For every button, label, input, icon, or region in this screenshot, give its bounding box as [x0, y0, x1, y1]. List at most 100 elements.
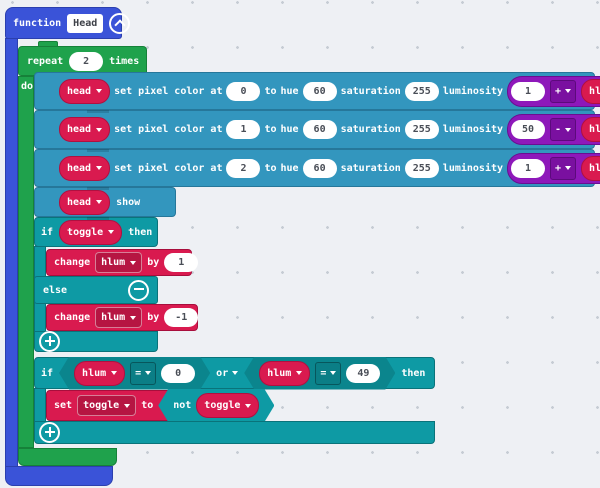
math-operation-block[interactable]: 1 + hlum — [507, 75, 600, 107]
caret-down-icon — [96, 200, 103, 204]
luminosity-label: luminosity — [442, 85, 504, 97]
block-seam-notch — [87, 187, 109, 190]
variable-dropdown-label: hlum — [589, 162, 600, 174]
repeat-block-bottom[interactable] — [18, 448, 117, 466]
variable-dropdown-label: hlum — [101, 312, 126, 323]
change-value-field[interactable]: 1 — [164, 253, 199, 272]
if-bounds-block-bottom[interactable] — [34, 421, 435, 444]
change-value-field[interactable]: -1 — [164, 308, 199, 327]
minus-glyph — [133, 288, 144, 290]
pixel-index-field[interactable]: 0 — [226, 81, 261, 101]
device-dropdown[interactable]: head — [59, 155, 111, 181]
caret-down-icon — [96, 166, 103, 170]
set-pixel-color-block-0[interactable]: head set pixel color at 0 to hue 60 satu… — [34, 72, 600, 110]
operand-left-field[interactable]: 1 — [511, 81, 546, 101]
variable-dropdown[interactable]: hlum — [259, 361, 310, 386]
operator-dropdown[interactable]: - — [550, 118, 577, 141]
variable-dropdown[interactable]: hlum — [95, 252, 143, 273]
hue-field[interactable]: 60 — [302, 120, 337, 139]
then-label: then — [128, 226, 153, 238]
math-operation-block[interactable]: 1 + hlum — [507, 152, 600, 184]
saturation-field[interactable]: 255 — [404, 81, 439, 101]
change-variable-block[interactable]: change hlum by 1 — [46, 249, 199, 276]
if-bounds-block-arm[interactable] — [34, 388, 46, 422]
device-dropdown[interactable]: head — [59, 117, 111, 142]
add-branch-icon[interactable] — [39, 422, 60, 443]
operator-label: - — [555, 124, 562, 135]
variable-dropdown[interactable]: toggle — [77, 395, 137, 416]
variable-dropdown[interactable]: hlum — [95, 307, 143, 328]
condition-variable-dropdown[interactable]: toggle — [59, 219, 123, 245]
or-operator-dropdown[interactable]: or — [216, 368, 239, 379]
operator-label: = — [135, 367, 142, 379]
repeat-suffix-label: times — [109, 55, 140, 67]
device-dropdown-label: head — [67, 85, 92, 97]
if-bounds-header[interactable]: if hlum = 0 or hlum = 49 then — [34, 357, 435, 389]
if-toggle-header[interactable]: if toggle then — [34, 217, 158, 247]
by-label: by — [147, 312, 160, 323]
add-branch-icon[interactable] — [39, 331, 60, 352]
comparison-operator-dropdown[interactable]: = — [130, 362, 156, 385]
remove-else-icon[interactable] — [128, 279, 149, 301]
device-dropdown[interactable]: head — [59, 189, 111, 215]
not-block[interactable]: not toggle — [158, 389, 274, 422]
saturation-field[interactable]: 255 — [404, 120, 439, 139]
operator-label: = — [320, 367, 327, 379]
comparison-block[interactable]: hlum = 0 — [59, 357, 210, 390]
show-block[interactable]: head show — [34, 187, 176, 217]
function-definition-block[interactable]: function Head — [5, 7, 131, 39]
comparison-value-field[interactable]: 49 — [346, 364, 380, 383]
caret-down-icon — [108, 230, 115, 234]
repeat-keyword-label: repeat — [27, 55, 64, 67]
else-bar[interactable]: else — [34, 276, 158, 304]
function-name-field[interactable]: Head — [67, 13, 104, 33]
saturation-field[interactable]: 255 — [404, 158, 439, 178]
plus-glyph — [48, 335, 51, 346]
hue-label: hue — [280, 162, 299, 174]
collapse-block-icon[interactable] — [109, 12, 131, 34]
caret-down-icon — [96, 127, 103, 132]
comparison-value-field[interactable]: 0 — [161, 364, 195, 383]
hue-field[interactable]: 60 — [302, 81, 337, 101]
operator-dropdown[interactable]: + — [550, 156, 577, 180]
pixel-index-field[interactable]: 1 — [226, 120, 261, 139]
block-seam-notch — [87, 217, 109, 220]
variable-dropdown[interactable]: toggle — [196, 393, 259, 418]
hue-field[interactable]: 60 — [302, 158, 337, 178]
pixel-index-field[interactable]: 2 — [226, 158, 261, 178]
comparison-operator-dropdown[interactable]: = — [315, 362, 341, 385]
to-label: to — [264, 124, 277, 135]
repeat-times-field[interactable]: 2 — [69, 51, 104, 71]
block-seam-notch — [87, 149, 109, 152]
variable-dropdown-label: hlum — [589, 85, 600, 97]
variable-dropdown[interactable]: hlum — [74, 361, 125, 386]
block-seam-notch — [87, 110, 109, 113]
if-else-block-bottom[interactable] — [34, 331, 158, 352]
set-pixel-color-block-2[interactable]: head set pixel color at 2 to hue 60 satu… — [34, 149, 600, 187]
change-label: change — [54, 312, 91, 323]
function-block-spine[interactable] — [5, 38, 18, 468]
to-label: to — [264, 85, 277, 97]
to-label: to — [141, 400, 154, 411]
device-dropdown[interactable]: head — [59, 78, 111, 104]
operand-left-field[interactable]: 1 — [511, 158, 546, 178]
saturation-label: saturation — [340, 85, 401, 97]
repeat-block-arm[interactable] — [18, 76, 34, 448]
action-label: set pixel color at — [114, 162, 223, 174]
operator-dropdown[interactable]: + — [550, 79, 577, 103]
variable-dropdown[interactable]: hlum — [581, 78, 600, 104]
variable-dropdown[interactable]: hlum — [581, 155, 600, 181]
set-variable-block[interactable]: set toggle to not toggle — [46, 390, 266, 421]
caret-down-icon — [145, 371, 151, 375]
operand-left-field[interactable]: 50 — [511, 120, 546, 139]
math-operation-block[interactable]: 50 - hlum — [507, 114, 600, 145]
variable-dropdown-label: toggle — [83, 400, 120, 411]
change-variable-block[interactable]: change hlum by -1 — [46, 304, 199, 331]
set-pixel-color-block-1[interactable]: head set pixel color at 1 to hue 60 satu… — [34, 110, 600, 149]
variable-dropdown[interactable]: hlum — [581, 117, 600, 142]
action-label: set pixel color at — [114, 85, 223, 97]
function-block-bottom[interactable] — [5, 466, 113, 486]
comparison-block[interactable]: hlum = 49 — [244, 357, 395, 390]
caret-down-icon — [232, 371, 239, 375]
